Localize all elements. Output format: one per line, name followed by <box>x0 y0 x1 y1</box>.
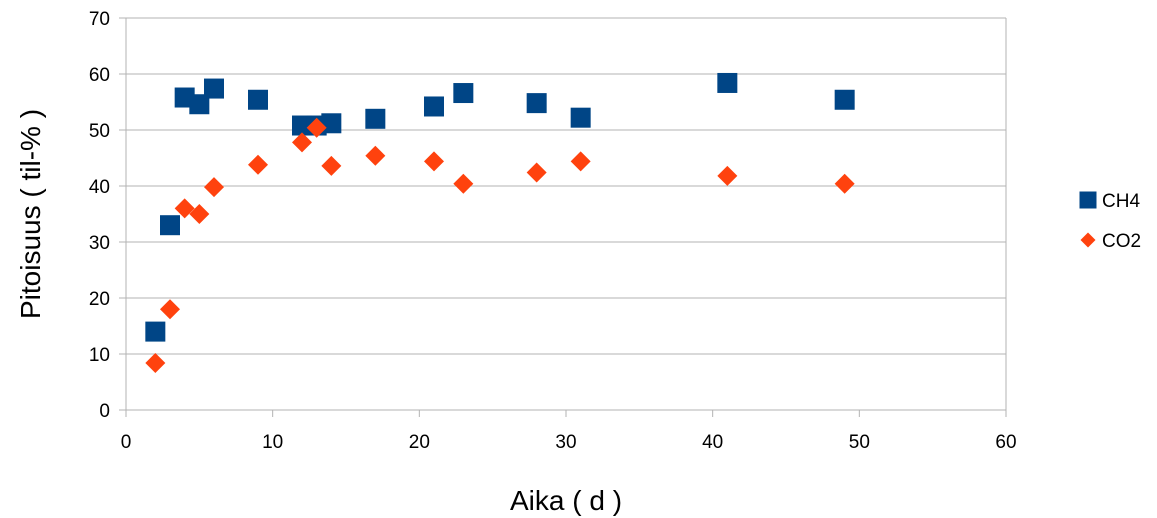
y-tick-label: 20 <box>89 289 110 310</box>
data-point-ch4 <box>160 215 180 236</box>
data-point-ch4 <box>526 93 547 114</box>
data-point-co2 <box>717 165 738 186</box>
data-point-co2 <box>365 145 386 166</box>
x-tick-label: 10 <box>262 432 283 453</box>
data-point-co2 <box>189 204 210 224</box>
series-co2 <box>145 117 855 373</box>
data-point-co2 <box>453 173 474 194</box>
y-tick-label: 0 <box>99 401 110 422</box>
data-series <box>145 72 855 373</box>
data-point-co2 <box>306 117 327 138</box>
x-axis-title: Aika ( d ) <box>510 485 622 516</box>
data-point-co2 <box>321 155 342 176</box>
data-point-co2 <box>526 162 547 183</box>
legend: CH4 CO2 <box>1079 191 1141 252</box>
y-axis-title: Pitoisuus ( til-% ) <box>15 109 46 319</box>
data-point-co2 <box>145 352 166 373</box>
gridlines <box>126 17 1006 411</box>
x-tick-label: 40 <box>702 432 723 453</box>
legend-marker-ch4 <box>1079 191 1097 209</box>
data-point-ch4 <box>365 108 386 129</box>
legend-item-ch4: CH4 <box>1079 191 1140 212</box>
data-point-ch4 <box>189 94 210 115</box>
data-point-co2 <box>292 132 312 153</box>
y-tick-label: 10 <box>89 345 110 366</box>
legend-label-ch4: CH4 <box>1102 191 1140 212</box>
data-point-co2 <box>204 177 224 198</box>
legend-label-co2: CO2 <box>1102 231 1141 252</box>
y-tick-label: 30 <box>89 233 110 254</box>
y-tick-label: 70 <box>89 9 110 30</box>
x-tick-label: 50 <box>849 432 870 453</box>
x-tick-label: 30 <box>555 432 576 453</box>
data-point-ch4 <box>570 107 591 128</box>
data-point-ch4 <box>424 96 444 117</box>
data-point-ch4 <box>717 72 738 93</box>
tick-labels: 0 10 20 30 40 50 60 70 0 10 20 30 40 50 60 <box>89 9 1017 453</box>
y-tick-label: 50 <box>89 121 110 142</box>
data-point-ch4 <box>834 89 855 110</box>
legend-marker-co2 <box>1080 232 1096 248</box>
data-point-co2 <box>424 151 444 172</box>
x-tick-label: 20 <box>409 432 430 453</box>
data-point-ch4 <box>145 321 166 342</box>
legend-item-co2: CO2 <box>1080 231 1141 252</box>
data-point-co2 <box>834 173 855 194</box>
data-point-co2 <box>174 198 195 219</box>
x-tick-label: 0 <box>121 432 132 453</box>
x-tick-label: 60 <box>995 432 1016 453</box>
data-point-co2 <box>160 299 180 320</box>
series-ch4 <box>145 72 855 342</box>
data-point-ch4 <box>248 89 268 110</box>
data-point-ch4 <box>204 78 224 99</box>
data-point-ch4 <box>453 83 474 104</box>
y-tick-label: 40 <box>89 177 110 198</box>
data-point-co2 <box>570 151 591 172</box>
axes <box>119 17 1007 417</box>
data-point-co2 <box>248 154 268 175</box>
data-point-ch4 <box>321 113 342 134</box>
y-tick-label: 60 <box>89 65 110 86</box>
